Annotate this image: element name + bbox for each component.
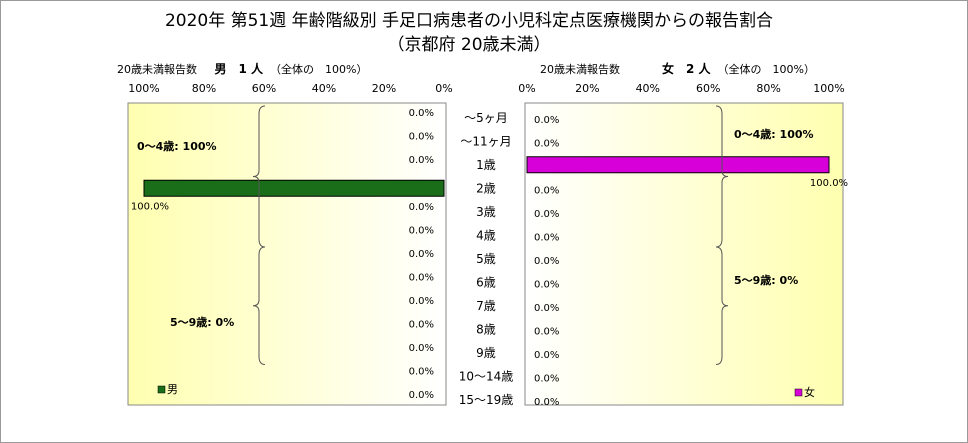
- female-x-tick-label: 40%: [636, 82, 660, 95]
- male-header-count: 男 1 人: [214, 62, 264, 76]
- female-legend-label: 女: [804, 385, 815, 399]
- age-category-label: ～11ヶ月: [460, 134, 511, 148]
- male-data-label: 0.0%: [409, 155, 434, 166]
- female-data-label: 0.0%: [534, 232, 559, 243]
- female-x-tick-label: 0%: [518, 82, 535, 95]
- female-data-label: 0.0%: [534, 256, 559, 267]
- male-0-4-brace: [252, 105, 266, 248]
- male-data-label: 0.0%: [409, 272, 434, 283]
- chart-title: 2020年 第51週 年齢階級別 手足口病患者の小児科定点医療機関からの報告割合: [164, 11, 774, 31]
- male-legend-swatch: [157, 385, 166, 394]
- female-x-tick-label: 80%: [756, 82, 780, 95]
- chart-subtitle: （京都府 20歳未満）: [387, 35, 551, 55]
- female-0-4-brace: [715, 105, 729, 248]
- female-data-label: 0.0%: [534, 115, 559, 126]
- female-5-9-brace: [715, 246, 729, 365]
- age-category-label: 5歳: [476, 252, 496, 266]
- male-0-4-annotation: 0～4歳: 100%: [137, 139, 217, 153]
- female-data-label: 0.0%: [534, 279, 559, 290]
- male-x-tick-label: 100%: [128, 82, 159, 95]
- female-data-label: 0.0%: [534, 373, 559, 384]
- female-data-label: 0.0%: [534, 303, 559, 314]
- age-category-label: 1歳: [476, 158, 496, 172]
- female-header: 20歳未満報告数 女 2 人 （全体の 100%）: [540, 60, 815, 77]
- male-data-label: 0.0%: [409, 249, 434, 260]
- male-header-note: （全体の 100%）: [270, 63, 368, 76]
- male-header-label: 20歳未満報告数: [117, 63, 197, 76]
- male-x-tick-label: 0%: [435, 82, 452, 95]
- female-data-label: 0.0%: [534, 397, 559, 408]
- male-data-label: 0.0%: [409, 202, 434, 213]
- female-x-tick-label: 60%: [696, 82, 720, 95]
- male-x-tick-label: 60%: [252, 82, 276, 95]
- male-x-tick-label: 80%: [192, 82, 216, 95]
- age-category-label: ～5ヶ月: [464, 111, 508, 125]
- male-data-label: 0.0%: [409, 319, 434, 330]
- male-x-tick-label: 40%: [312, 82, 336, 95]
- age-category-label: 7歳: [476, 299, 496, 313]
- female-data-label: 0.0%: [534, 326, 559, 337]
- age-category-label: 4歳: [476, 228, 496, 242]
- age-category-label: 8歳: [476, 322, 496, 336]
- male-data-label: 0.0%: [409, 390, 434, 401]
- female-header-label: 20歳未満報告数: [540, 63, 620, 76]
- male-x-tick-label: 20%: [372, 82, 396, 95]
- age-category-label: 15～19歳: [459, 393, 514, 407]
- female-data-label: 100.0%: [810, 178, 848, 189]
- age-category-label: 3歳: [476, 205, 496, 219]
- male-bar: [143, 179, 445, 197]
- female-bar: [526, 156, 830, 174]
- age-category-label: 2歳: [476, 181, 496, 195]
- male-data-label: 0.0%: [409, 225, 434, 236]
- female-header-note: （全体の 100%）: [717, 63, 815, 76]
- male-data-label: 100.0%: [131, 201, 169, 212]
- male-plot-area: [127, 102, 447, 406]
- female-x-tick-label: 100%: [813, 82, 844, 95]
- male-data-label: 0.0%: [409, 131, 434, 142]
- male-data-label: 0.0%: [409, 296, 434, 307]
- male-data-label: 0.0%: [409, 366, 434, 377]
- age-category-label: 9歳: [476, 346, 496, 360]
- female-5-9-annotation: 5～9歳: 0%: [734, 273, 798, 287]
- female-data-label: 0.0%: [534, 138, 559, 149]
- female-x-tick-label: 20%: [575, 82, 599, 95]
- male-5-9-brace: [252, 246, 266, 365]
- female-data-label: 0.0%: [534, 350, 559, 361]
- female-plot-area: [524, 102, 844, 406]
- age-category-label: 6歳: [476, 275, 496, 289]
- male-header: 20歳未満報告数 男 1 人 （全体の 100%）: [117, 60, 367, 77]
- female-legend-swatch: [794, 388, 803, 397]
- female-data-label: 0.0%: [534, 185, 559, 196]
- male-5-9-annotation: 5～9歳: 0%: [170, 315, 234, 329]
- female-header-count: 女 2 人: [661, 62, 711, 76]
- male-data-label: 0.0%: [409, 343, 434, 354]
- female-0-4-annotation: 0～4歳: 100%: [734, 127, 814, 141]
- male-legend-label: 男: [167, 383, 178, 396]
- female-data-label: 0.0%: [534, 209, 559, 220]
- age-category-label: 10～14歳: [459, 369, 514, 383]
- male-data-label: 0.0%: [409, 108, 434, 119]
